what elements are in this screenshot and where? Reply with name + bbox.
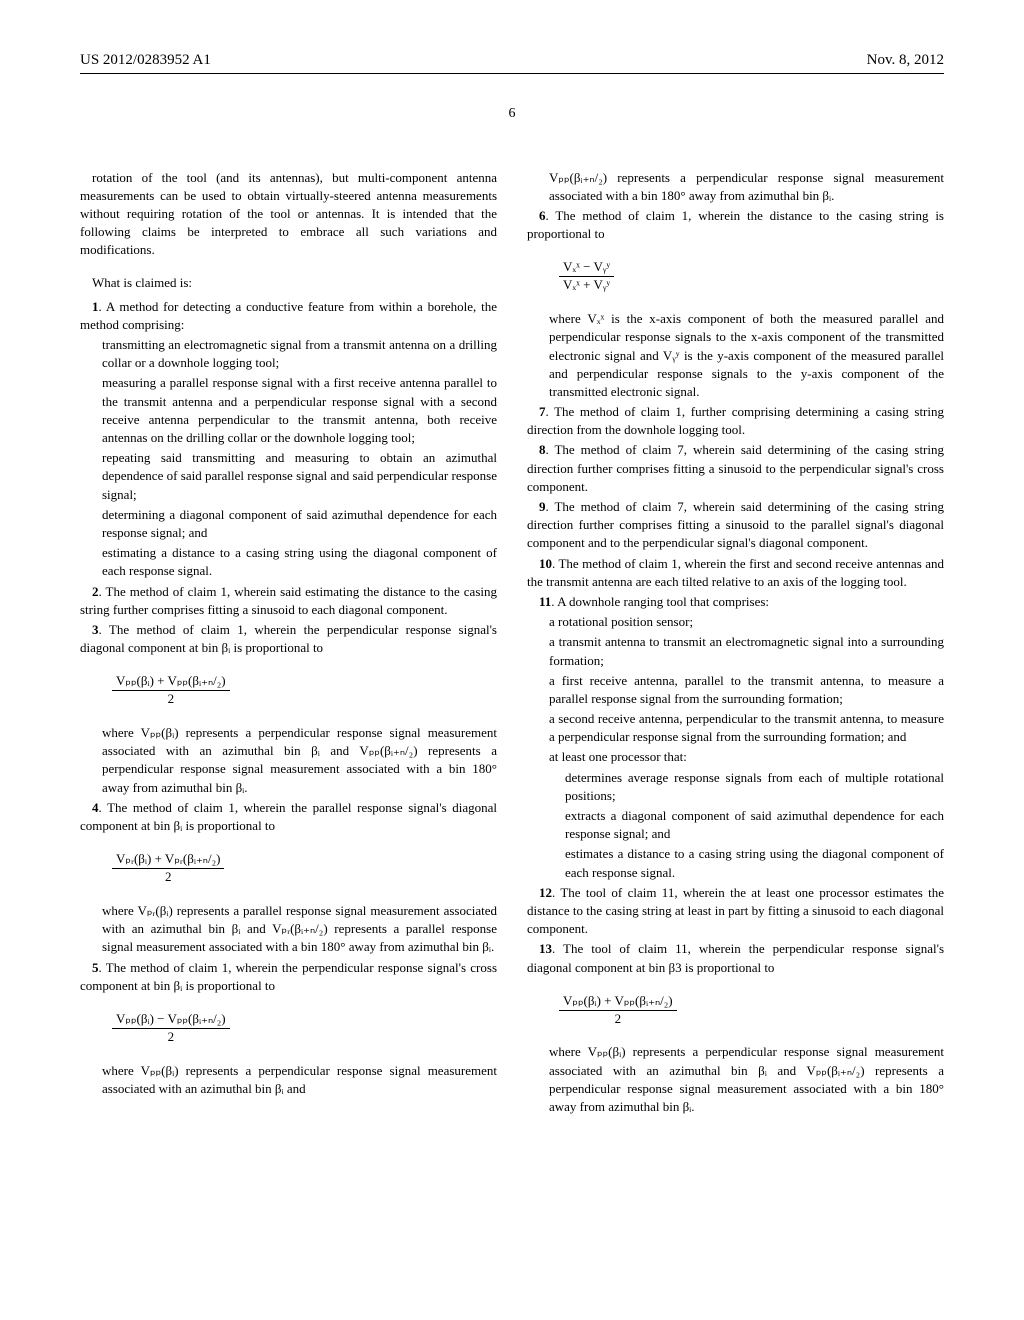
claim-11-e3: estimates a distance to a casing string …: [527, 845, 944, 881]
claim-8: 8. The method of claim 7, wherein said d…: [527, 441, 944, 496]
claim-5-where: where Vₚₚ(βᵢ) represents a perpendicular…: [80, 1062, 497, 1098]
claim-10: 10. The method of claim 1, wherein the f…: [527, 555, 944, 591]
claim-11-e2: extracts a diagonal component of said az…: [527, 807, 944, 843]
claim-3-formula: Vₚₚ(βᵢ) + Vₚₚ(βᵢ₊ₙ/₂)2: [112, 673, 497, 708]
claim-11-a: a rotational position sensor;: [527, 613, 944, 631]
publication-number: US 2012/0283952 A1: [80, 50, 211, 71]
claim-13-where: where Vₚₚ(βᵢ) represents a perpendicular…: [527, 1043, 944, 1116]
content-columns: rotation of the tool (and its antennas),…: [80, 169, 944, 1119]
claim-4: 4. The method of claim 1, wherein the pa…: [80, 799, 497, 835]
claim-5: 5. The method of claim 1, wherein the pe…: [80, 959, 497, 995]
claim-5-formula: Vₚₚ(βᵢ) − Vₚₚ(βᵢ₊ₙ/₂)2: [112, 1011, 497, 1046]
claim-4-where: where Vₚᵣ(βᵢ) represents a parallel resp…: [80, 902, 497, 957]
claim-1-step-b: measuring a parallel response signal wit…: [80, 374, 497, 447]
claim-11-e1: determines average response signals from…: [527, 769, 944, 805]
right-column: Vₚₚ(βᵢ₊ₙ/₂) represents a perpendicular r…: [527, 169, 944, 1119]
claim-9: 9. The method of claim 7, wherein said d…: [527, 498, 944, 553]
claim-11-c: a first receive antenna, parallel to the…: [527, 672, 944, 708]
claim-11-e: at least one processor that:: [527, 748, 944, 766]
claim-1-step-c: repeating said transmitting and measurin…: [80, 449, 497, 504]
claim-6-formula: Vₓˣ − VᵧʸVₓˣ + Vᵧʸ: [559, 259, 944, 294]
claim-11: 11. A downhole ranging tool that compris…: [527, 593, 944, 611]
claim-6: 6. The method of claim 1, wherein the di…: [527, 207, 944, 243]
claim-11-b: a transmit antenna to transmit an electr…: [527, 633, 944, 669]
claim-4-formula: Vₚᵣ(βᵢ) + Vₚᵣ(βᵢ₊ₙ/₂)2: [112, 851, 497, 886]
page-number: 6: [80, 104, 944, 124]
intro-paragraph: rotation of the tool (and its antennas),…: [80, 169, 497, 260]
claim-1-step-d: determining a diagonal component of said…: [80, 506, 497, 542]
claim-13-formula: Vₚₚ(βᵢ) + Vₚₚ(βᵢ₊ₙ/₂)2: [559, 993, 944, 1028]
claim-7: 7. The method of claim 1, further compri…: [527, 403, 944, 439]
publication-date: Nov. 8, 2012: [867, 50, 944, 71]
page-header: US 2012/0283952 A1 Nov. 8, 2012: [80, 50, 944, 74]
claim-13: 13. The tool of claim 11, wherein the pe…: [527, 940, 944, 976]
claim-1: 1. A method for detecting a conductive f…: [80, 298, 497, 334]
claims-intro: What is claimed is:: [80, 274, 497, 292]
claim-11-d: a second receive antenna, perpendicular …: [527, 710, 944, 746]
claim-3: 3. The method of claim 1, wherein the pe…: [80, 621, 497, 657]
claim-12: 12. The tool of claim 11, wherein the at…: [527, 884, 944, 939]
left-column: rotation of the tool (and its antennas),…: [80, 169, 497, 1119]
claim-3-where: where Vₚₚ(βᵢ) represents a perpendicular…: [80, 724, 497, 797]
claim-1-step-e: estimating a distance to a casing string…: [80, 544, 497, 580]
claim-1-step-a: transmitting an electromagnetic signal f…: [80, 336, 497, 372]
claim-6-where: where Vₓˣ is the x-axis component of bot…: [527, 310, 944, 401]
claim-2: 2. The method of claim 1, wherein said e…: [80, 583, 497, 619]
claim-5-where-cont: Vₚₚ(βᵢ₊ₙ/₂) represents a perpendicular r…: [527, 169, 944, 205]
